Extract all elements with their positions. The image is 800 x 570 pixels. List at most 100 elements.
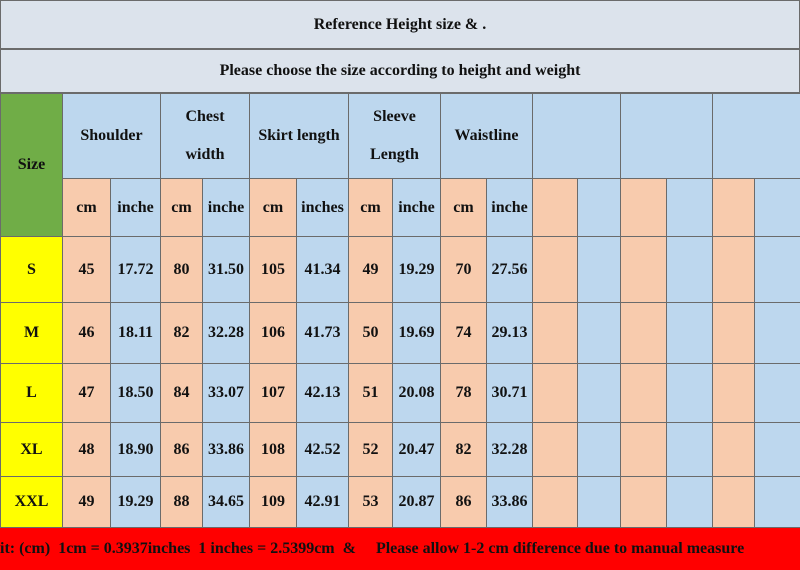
table-cell: 41.34	[296, 236, 349, 303]
empty-cell	[577, 363, 621, 423]
empty-cell	[666, 236, 713, 303]
unit-header: cm	[160, 178, 203, 237]
subtitle: Please choose the size according to heig…	[0, 49, 800, 93]
table-cell: 86	[440, 476, 487, 528]
table-cell: 18.11	[110, 302, 161, 364]
unit-header: inche	[392, 178, 441, 237]
empty-cell	[712, 476, 755, 528]
column-header: Skirt length	[249, 93, 349, 179]
empty-cell	[620, 236, 667, 303]
empty-cell	[754, 302, 800, 364]
table-cell: 106	[249, 302, 297, 364]
table-cell: 19.29	[110, 476, 161, 528]
empty-cell	[666, 178, 713, 237]
table-cell: 27.56	[486, 236, 533, 303]
table-cell: 29.13	[486, 302, 533, 364]
table-cell: 30.71	[486, 363, 533, 423]
column-header: Waistline	[440, 93, 533, 179]
empty-cell	[712, 178, 755, 237]
table-cell: 80	[160, 236, 203, 303]
table-cell: 88	[160, 476, 203, 528]
table-cell: 31.50	[202, 236, 250, 303]
column-header: Sleeve Length	[348, 93, 441, 179]
table-cell: 48	[62, 422, 111, 477]
empty-cell	[532, 236, 578, 303]
table-cell: 20.47	[392, 422, 441, 477]
table-cell: 33.07	[202, 363, 250, 423]
empty-cell	[754, 363, 800, 423]
empty-cell	[666, 476, 713, 528]
empty-cell	[620, 302, 667, 364]
empty-cell	[712, 363, 755, 423]
table-cell: 86	[160, 422, 203, 477]
unit-header: inche	[486, 178, 533, 237]
table-cell: 18.50	[110, 363, 161, 423]
column-header: Shoulder	[62, 93, 161, 179]
empty-cell	[620, 178, 667, 237]
size-label: M	[0, 302, 63, 364]
table-cell: 18.90	[110, 422, 161, 477]
empty-cell	[532, 178, 578, 237]
empty-cell	[577, 422, 621, 477]
table-cell: 20.87	[392, 476, 441, 528]
empty-cell	[577, 236, 621, 303]
column-header: Chest width	[160, 93, 250, 179]
table-cell: 42.52	[296, 422, 349, 477]
empty-cell	[712, 422, 755, 477]
size-label: XXL	[0, 476, 63, 528]
unit-header: cm	[440, 178, 487, 237]
empty-cell	[666, 422, 713, 477]
table-cell: 78	[440, 363, 487, 423]
table-cell: 20.08	[392, 363, 441, 423]
table-cell: 105	[249, 236, 297, 303]
unit-header: inche	[110, 178, 161, 237]
table-cell: 52	[348, 422, 393, 477]
empty-cell	[577, 302, 621, 364]
table-cell: 17.72	[110, 236, 161, 303]
table-cell: 42.91	[296, 476, 349, 528]
empty-cell	[666, 363, 713, 423]
empty-cell	[666, 302, 713, 364]
size-label: S	[0, 236, 63, 303]
unit-header: inche	[202, 178, 250, 237]
size-label: L	[0, 363, 63, 423]
empty-cell	[532, 422, 578, 477]
empty-header	[532, 93, 621, 179]
empty-cell	[754, 236, 800, 303]
empty-cell	[620, 422, 667, 477]
unit-header: cm	[348, 178, 393, 237]
table-cell: 32.28	[202, 302, 250, 364]
table-cell: 70	[440, 236, 487, 303]
empty-cell	[620, 476, 667, 528]
table-cell: 107	[249, 363, 297, 423]
table-cell: 42.13	[296, 363, 349, 423]
table-cell: 82	[440, 422, 487, 477]
table-cell: 84	[160, 363, 203, 423]
table-cell: 19.29	[392, 236, 441, 303]
table-cell: 45	[62, 236, 111, 303]
table-cell: 109	[249, 476, 297, 528]
unit-header: cm	[62, 178, 111, 237]
empty-cell	[532, 476, 578, 528]
table-cell: 50	[348, 302, 393, 364]
table-cell: 53	[348, 476, 393, 528]
table-cell: 46	[62, 302, 111, 364]
empty-cell	[532, 363, 578, 423]
empty-cell	[712, 302, 755, 364]
unit-header: inches	[296, 178, 349, 237]
empty-cell	[754, 178, 800, 237]
empty-cell	[532, 302, 578, 364]
empty-cell	[620, 363, 667, 423]
unit-header: cm	[249, 178, 297, 237]
empty-cell	[754, 476, 800, 528]
table-cell: 49	[62, 476, 111, 528]
table-cell: 74	[440, 302, 487, 364]
table-cell: 34.65	[202, 476, 250, 528]
table-cell: 19.69	[392, 302, 441, 364]
size-header: Size	[0, 93, 63, 237]
table-cell: 32.28	[486, 422, 533, 477]
empty-cell	[577, 476, 621, 528]
table-cell: 108	[249, 422, 297, 477]
empty-cell	[577, 178, 621, 237]
